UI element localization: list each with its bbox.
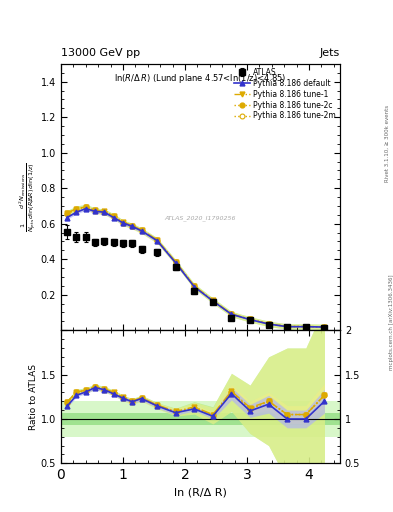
Pythia 8.186 tune-2c [229, 311, 234, 317]
Text: ATLAS_2020_I1790256: ATLAS_2020_I1790256 [165, 216, 236, 221]
Text: mcplots.cern.ch [arXiv:1306.3436]: mcplots.cern.ch [arXiv:1306.3436] [389, 275, 393, 370]
Pythia 8.186 default [173, 260, 178, 266]
Pythia 8.186 tune-2m [248, 316, 252, 323]
Pythia 8.186 default [192, 284, 196, 290]
Pythia 8.186 tune-2m [173, 260, 178, 266]
Pythia 8.186 default [83, 206, 88, 212]
Pythia 8.186 tune-2m [130, 223, 134, 229]
Pythia 8.186 default [303, 324, 308, 330]
Pythia 8.186 tune-2m [155, 238, 160, 244]
Pythia 8.186 tune-2c [130, 223, 134, 229]
Pythia 8.186 default [93, 208, 97, 215]
Pythia 8.186 tune-2m [322, 324, 327, 330]
Legend: ATLAS, Pythia 8.186 default, Pythia 8.186 tune-1, Pythia 8.186 tune-2c, Pythia 8: ATLAS, Pythia 8.186 default, Pythia 8.18… [232, 66, 338, 122]
Pythia 8.186 tune-2m [285, 324, 290, 330]
Pythia 8.186 tune-2m [93, 208, 97, 214]
Text: 13000 GeV pp: 13000 GeV pp [61, 48, 140, 58]
Pythia 8.186 tune-2c [303, 324, 308, 330]
Pythia 8.186 tune-2c [74, 206, 79, 212]
Pythia 8.186 tune-1 [65, 210, 70, 216]
Pythia 8.186 default [121, 220, 125, 226]
Pythia 8.186 tune-1 [93, 207, 97, 214]
Pythia 8.186 tune-2m [102, 209, 107, 215]
Y-axis label: $\frac{1}{N_\mathrm{jets}}\frac{d^2 N_\mathrm{emissions}}{d\ln(R/\!\Delta R)\,d\: $\frac{1}{N_\mathrm{jets}}\frac{d^2 N_\m… [17, 162, 38, 232]
Pythia 8.186 default [155, 238, 160, 244]
Pythia 8.186 default [111, 215, 116, 221]
Pythia 8.186 tune-1 [285, 324, 290, 330]
Pythia 8.186 tune-1 [266, 321, 271, 327]
Pythia 8.186 tune-2c [248, 316, 252, 323]
Pythia 8.186 tune-2c [93, 207, 97, 214]
Pythia 8.186 tune-2m [266, 321, 271, 327]
Pythia 8.186 tune-1 [248, 316, 252, 323]
Pythia 8.186 tune-1 [130, 222, 134, 228]
Pythia 8.186 tune-2c [65, 210, 70, 216]
Pythia 8.186 tune-2m [229, 311, 234, 317]
Pythia 8.186 tune-2c [155, 237, 160, 243]
Pythia 8.186 tune-2m [74, 206, 79, 212]
Text: $\ln(R/\Delta\,R)$ (Lund plane 4.57<ln(1/z)<4.85): $\ln(R/\Delta\,R)$ (Lund plane 4.57<ln(1… [114, 72, 286, 85]
Line: Pythia 8.186 tune-2m: Pythia 8.186 tune-2m [65, 205, 327, 329]
Pythia 8.186 tune-1 [74, 206, 79, 212]
Pythia 8.186 tune-1 [139, 227, 144, 233]
Pythia 8.186 tune-2c [83, 204, 88, 210]
Pythia 8.186 default [322, 324, 327, 330]
Pythia 8.186 tune-1 [211, 297, 215, 304]
Pythia 8.186 default [102, 209, 107, 215]
Pythia 8.186 default [248, 316, 252, 323]
Pythia 8.186 tune-2c [322, 324, 327, 330]
Pythia 8.186 tune-1 [102, 208, 107, 215]
Pythia 8.186 tune-2m [139, 228, 144, 234]
Pythia 8.186 tune-1 [121, 219, 125, 225]
Pythia 8.186 tune-1 [155, 237, 160, 243]
Pythia 8.186 tune-2m [192, 283, 196, 289]
Pythia 8.186 tune-2c [211, 297, 215, 304]
Pythia 8.186 default [229, 311, 234, 317]
Pythia 8.186 tune-1 [322, 324, 327, 330]
Pythia 8.186 tune-1 [173, 259, 178, 265]
Text: Jets: Jets [320, 48, 340, 58]
Pythia 8.186 default [74, 209, 79, 215]
Pythia 8.186 default [266, 321, 271, 327]
Y-axis label: Ratio to ATLAS: Ratio to ATLAS [29, 364, 38, 430]
Pythia 8.186 default [130, 223, 134, 229]
Pythia 8.186 tune-2c [285, 324, 290, 330]
Pythia 8.186 tune-1 [303, 324, 308, 330]
Pythia 8.186 tune-1 [83, 204, 88, 210]
Pythia 8.186 tune-2m [303, 324, 308, 330]
Pythia 8.186 tune-2m [111, 214, 116, 220]
Line: Pythia 8.186 tune-1: Pythia 8.186 tune-1 [65, 204, 327, 329]
Bar [61, 401, 340, 437]
Pythia 8.186 tune-2c [102, 208, 107, 215]
Pythia 8.186 tune-2m [83, 204, 88, 210]
Pythia 8.186 default [139, 228, 144, 234]
Line: Pythia 8.186 default: Pythia 8.186 default [65, 206, 327, 330]
Pythia 8.186 tune-1 [111, 212, 116, 219]
Pythia 8.186 default [285, 324, 290, 330]
Pythia 8.186 tune-2c [139, 227, 144, 233]
Pythia 8.186 tune-2m [65, 211, 70, 217]
Text: Rivet 3.1.10, ≥ 300k events: Rivet 3.1.10, ≥ 300k events [385, 105, 389, 182]
Pythia 8.186 tune-2m [121, 220, 125, 226]
Pythia 8.186 tune-2m [211, 297, 215, 304]
Pythia 8.186 tune-1 [229, 311, 234, 317]
Pythia 8.186 default [65, 215, 70, 221]
Pythia 8.186 tune-2c [173, 259, 178, 265]
X-axis label: ln (R/Δ R): ln (R/Δ R) [174, 488, 227, 498]
Pythia 8.186 tune-2c [266, 321, 271, 327]
Line: Pythia 8.186 tune-2c: Pythia 8.186 tune-2c [65, 204, 327, 329]
Pythia 8.186 tune-2c [192, 283, 196, 289]
Bar [61, 413, 340, 425]
Pythia 8.186 tune-2c [111, 213, 116, 219]
Pythia 8.186 tune-2c [121, 220, 125, 226]
Pythia 8.186 default [211, 298, 215, 304]
Pythia 8.186 tune-1 [192, 283, 196, 289]
